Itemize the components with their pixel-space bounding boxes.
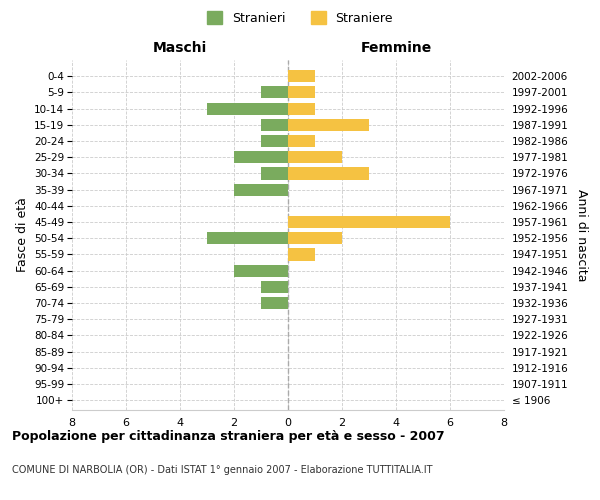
Bar	[288, 86, 315, 99]
Bar	[288, 168, 369, 179]
Text: COMUNE DI NARBOLIA (OR) - Dati ISTAT 1° gennaio 2007 - Elaborazione TUTTITALIA.I: COMUNE DI NARBOLIA (OR) - Dati ISTAT 1° …	[12, 465, 433, 475]
Bar	[288, 70, 315, 82]
Bar	[288, 151, 342, 164]
Bar	[261, 86, 288, 99]
Text: Popolazione per cittadinanza straniera per età e sesso - 2007: Popolazione per cittadinanza straniera p…	[12, 430, 445, 443]
Bar	[288, 216, 450, 228]
Bar	[234, 264, 288, 276]
Legend: Stranieri, Straniere: Stranieri, Straniere	[207, 11, 393, 25]
Bar	[261, 297, 288, 309]
Bar	[261, 168, 288, 179]
Bar	[261, 281, 288, 293]
Bar	[288, 232, 342, 244]
Bar	[207, 102, 288, 115]
Y-axis label: Anni di nascita: Anni di nascita	[575, 188, 588, 281]
Bar	[288, 248, 315, 260]
Bar	[261, 118, 288, 131]
Y-axis label: Fasce di età: Fasce di età	[16, 198, 29, 272]
Bar	[288, 102, 315, 115]
Text: Maschi: Maschi	[153, 41, 207, 55]
Bar	[288, 118, 369, 131]
Text: Femmine: Femmine	[361, 41, 431, 55]
Bar	[207, 232, 288, 244]
Bar	[288, 135, 315, 147]
Bar	[261, 135, 288, 147]
Bar	[234, 184, 288, 196]
Bar	[234, 151, 288, 164]
